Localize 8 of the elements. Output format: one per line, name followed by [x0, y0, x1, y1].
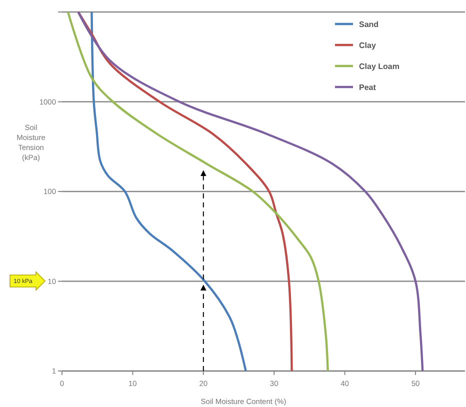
legend-label: Clay [359, 40, 376, 50]
legend-label: Clay Loam [359, 62, 400, 71]
line-series [66, 10, 329, 372]
line-series [77, 10, 293, 372]
line-series [77, 10, 424, 372]
legend-label: Peat [359, 82, 376, 92]
legend-label: Sand [359, 20, 379, 29]
line-series [90, 10, 247, 372]
